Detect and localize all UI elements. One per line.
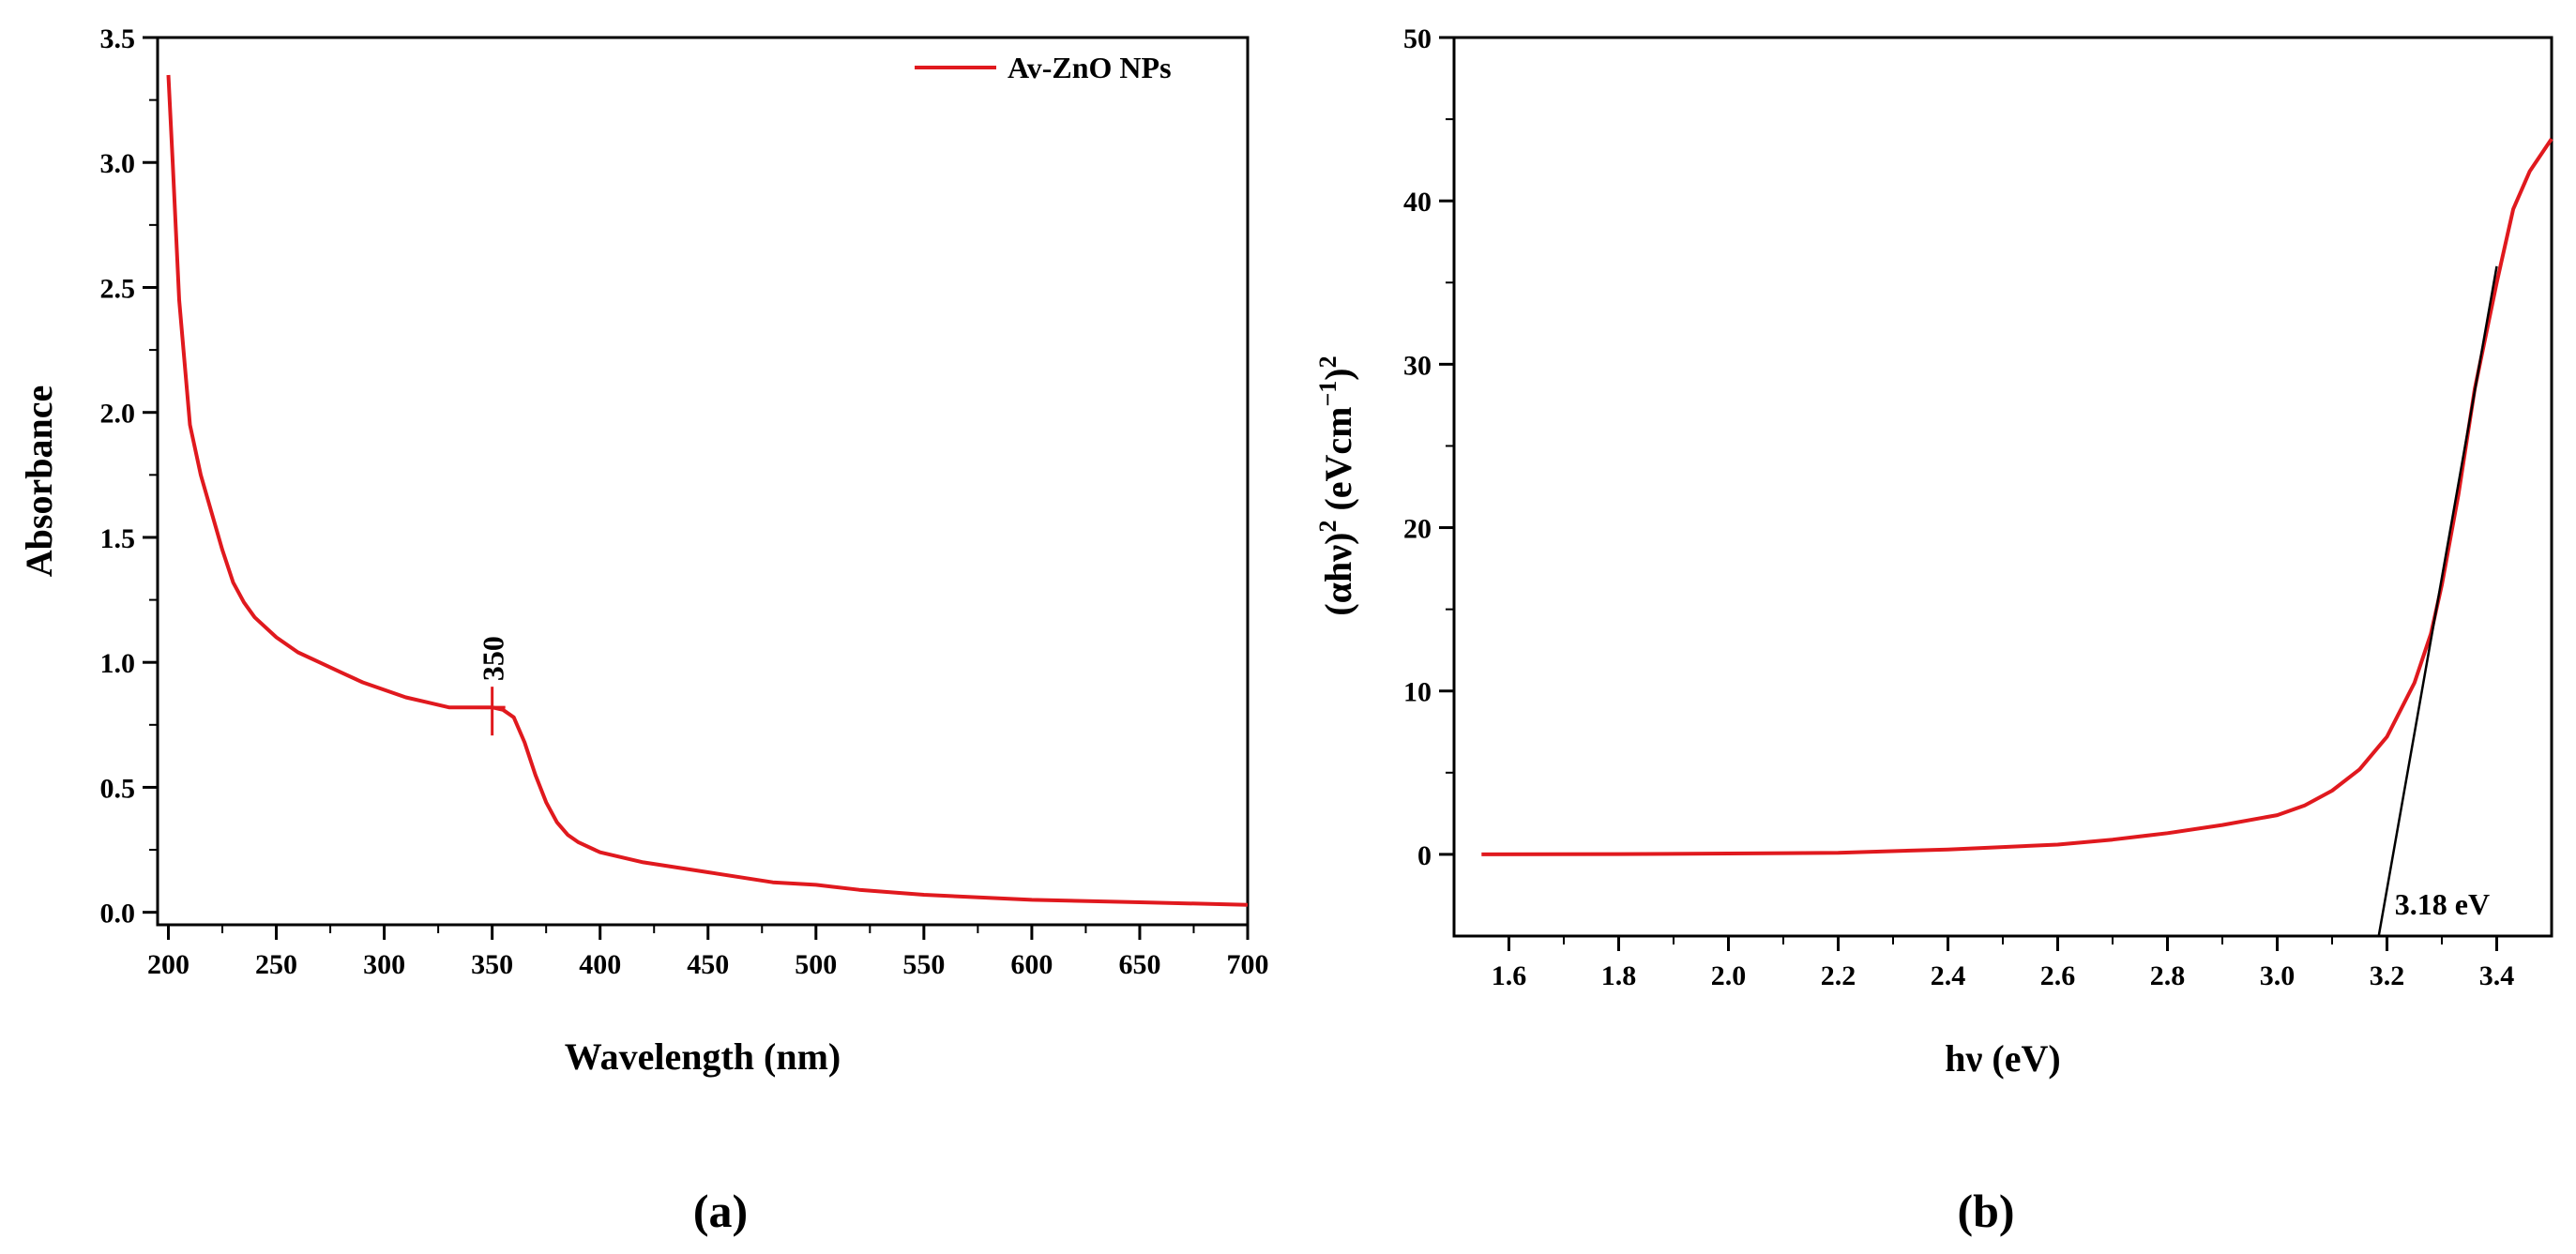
chart-b-x-axis-label: hν (eV) [1945,1037,2060,1080]
chart-b-x-tick-label: 2.0 [1711,960,1747,991]
chart-a-x-tick-label: 350 [471,949,513,980]
chart-b-x-tick-label: 3.0 [2260,960,2296,991]
chart-a-y-tick-label: 1.0 [100,648,136,679]
chart-b-panel-label: (b) [1957,1185,2014,1237]
chart-a-x-tick-label: 650 [1118,949,1160,980]
chart-b-y-tick-label: 50 [1403,23,1432,54]
chart-b-bandgap-label: 3.18 eV [2395,887,2490,921]
chart-a-y-tick-label: 0.5 [100,773,136,804]
chart-b-series-line-0 [1481,137,2553,856]
chart-b-x-tick-label: 2.4 [1931,960,1966,991]
chart-a-annotation-layer: 350 [477,636,510,736]
chart-a-series-layer [166,74,1249,907]
chart-b-series-line-1 [2377,265,2498,937]
chart-a-frame [156,36,1250,927]
chart-b-x-tick-label: 3.4 [2479,960,2515,991]
chart-a-legend-label: Av-ZnO NPs [1008,51,1172,84]
chart-a: 200 250 300 350 400 450 500 550 600 650 700 0.0 0.5… [18,23,1269,1237]
chart-a-y-tick-label: 1.5 [100,523,136,554]
chart-a-y-axis: 0.0 0.5 1.0 1.5 2.0 2.5 3.0 3.5 [100,23,158,929]
chart-a-y-tick-label: 3.5 [100,23,136,54]
chart-a-x-tick-label: 600 [1010,949,1053,980]
chart-b-y-tick-label: 0 [1417,840,1432,871]
chart-b-frame [1452,36,2553,938]
chart-a-x-tick-label: 250 [255,949,297,980]
chart-a-x-tick-label: 450 [687,949,729,980]
chart-b-ylabel-sup: 2 [1314,521,1341,533]
chart-a-x-axis: 200 250 300 350 400 450 500 550 600 650 700 [147,925,1269,980]
chart-a-x-tick-label: 550 [902,949,945,980]
chart-a-x-tick-label: 300 [363,949,405,980]
chart-a-x-tick-label: 200 [147,949,189,980]
chart-b-x-tick-label: 2.6 [2040,960,2076,991]
chart-b-ylabel-unit: (eVcm [1317,407,1359,521]
chart-b-y-tick-label: 30 [1403,350,1432,381]
chart-a-y-tick-label: 2.5 [100,273,136,304]
chart-a-x-tick-label: 400 [579,949,621,980]
chart-a-panel-label: (a) [693,1185,748,1237]
chart-b-x-tick-label: 1.6 [1492,960,1527,991]
chart-b-ylabel-base: (αhν) [1317,533,1359,616]
chart-a-x-axis-label: Wavelength (nm) [565,1035,841,1078]
chart-a-peak-label: 350 [477,636,510,681]
chart-a-y-tick-label: 2.0 [100,399,136,430]
chart-b-x-axis: 1.6 1.8 2.0 2.2 2.4 2.6 2.8 3.0 3.2 3.4 [1492,936,2515,991]
chart-a-legend: Av-ZnO NPs [915,51,1172,84]
chart-b-y-axis: 0 10 20 30 40 50 [1403,23,1454,871]
chart-a-y-axis-label: Absorbance [18,385,60,577]
chart-b-annotation-layer: 3.18 eV [2395,887,2490,921]
chart-b-ylabel-unit-sup: −1 [1314,381,1341,407]
chart-a-x-tick-label: 500 [795,949,837,980]
chart-b-ylabel-close-sup: 2 [1314,355,1341,368]
chart-a-y-tick-label: 3.0 [100,148,136,179]
chart-b-y-axis-label: (αhν)2 (eVcm−1)2 [1314,355,1359,615]
chart-b-y-tick-label: 20 [1403,514,1432,545]
chart-b-y-tick-label: 10 [1403,677,1432,708]
chart-b-x-tick-label: 2.8 [2150,960,2186,991]
chart-b-x-tick-label: 1.8 [1601,960,1637,991]
chart-a-series-line-0 [166,74,1249,907]
chart-a-x-tick-label: 700 [1227,949,1269,980]
chart-b-x-tick-label: 3.2 [2370,960,2405,991]
chart-b-series-layer [1481,137,2553,937]
chart-a-y-tick-label: 0.0 [100,899,136,929]
chart-b: 1.6 1.8 2.0 2.2 2.4 2.6 2.8 3.0 3.2 3.4 0 10 20 30 40… [1314,23,2553,1237]
chart-b-y-tick-label: 40 [1403,187,1432,218]
chart-b-x-tick-label: 2.2 [1821,960,1856,991]
chart-b-ylabel-close: ) [1317,368,1359,380]
